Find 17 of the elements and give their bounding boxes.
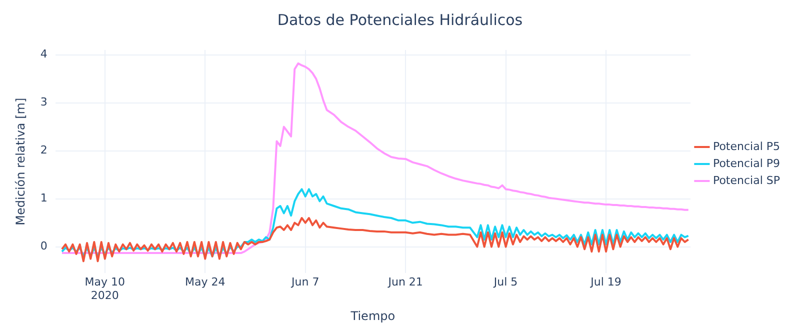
legend-label: Potencial P9 [712,156,780,170]
y-tick-label: 4 [40,48,48,61]
y-tick-label: 3 [40,96,48,109]
y-tick-label: 1 [40,192,48,205]
legend-label: Potencial P5 [712,140,780,153]
x-tick-label: Jun 7 [290,276,320,289]
x-tick-label: Jul 5 [492,276,518,289]
x-tick-label: May 24 [185,276,226,289]
x-axis-title: Tiempo [350,308,396,323]
y-tick-label: 0 [40,240,48,253]
y-tick-label: 2 [40,144,48,157]
legend-label: Potencial SP [712,174,780,187]
x-tick-label: May 10 2020 [84,276,126,302]
y-axis-title: Medición relativa [m] [13,98,28,226]
chart-title: Datos de Potenciales Hidráulicos [277,10,523,29]
x-tick-label: Jun 21 [387,276,423,289]
x-tick-label: Jul 19 [590,276,622,289]
